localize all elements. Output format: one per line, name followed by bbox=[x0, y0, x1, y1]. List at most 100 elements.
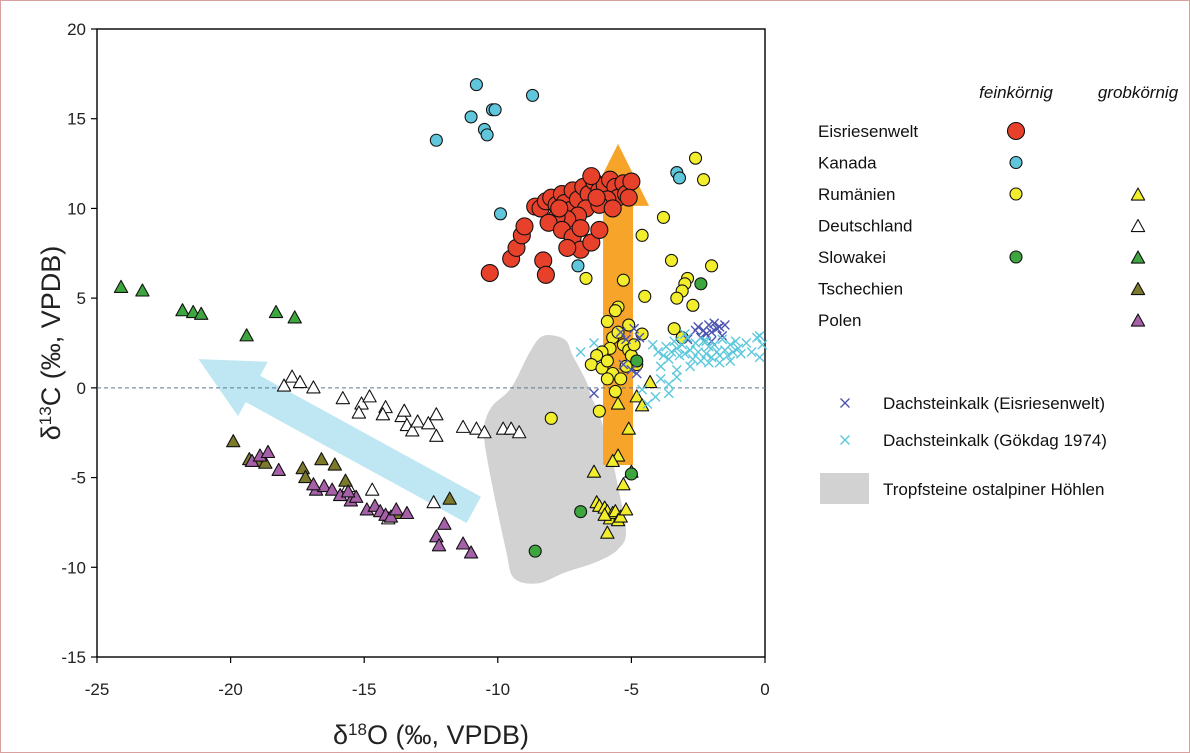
point-kanada bbox=[672, 171, 687, 185]
point-dachsteinkalk-eisriesenwelt bbox=[709, 318, 720, 329]
point-rumänien-grobkörnig bbox=[618, 502, 634, 516]
point-deutschland bbox=[477, 425, 492, 439]
point-rumänien-grobkörnig bbox=[642, 374, 658, 389]
point-tschechien bbox=[327, 457, 343, 471]
point-rumänien-feinkörnig bbox=[579, 271, 593, 285]
x-tick-label: -5 bbox=[624, 680, 639, 699]
point-rumänien-feinkörnig bbox=[600, 354, 614, 368]
point-dachsteinkalk-gökdag-1974 bbox=[669, 336, 680, 347]
point-dachsteinkalk-eisriesenwelt bbox=[701, 329, 712, 340]
point-slowakei-grobkörnig bbox=[113, 279, 129, 293]
point-slowakei-feinkörnig bbox=[528, 544, 542, 558]
point-dachsteinkalk-gökdag-1974 bbox=[655, 361, 666, 372]
point-deutschland bbox=[306, 380, 321, 394]
point-polen bbox=[429, 529, 444, 543]
x-axis-title: δ18O (‰, VPDB) bbox=[333, 720, 529, 751]
point-kanada bbox=[464, 110, 478, 124]
point-dachsteinkalk-gökdag-1974 bbox=[687, 354, 698, 365]
point-rumänien-grobkörnig bbox=[634, 398, 650, 412]
point-eisriesenwelt bbox=[587, 188, 606, 207]
point-dachsteinkalk-gökdag-1974 bbox=[588, 338, 599, 348]
point-dachsteinkalk-gökdag-1974 bbox=[679, 329, 690, 340]
point-dachsteinkalk-eisriesenwelt bbox=[703, 320, 714, 331]
point-eisriesenwelt bbox=[590, 220, 609, 240]
legend-label: Tschechien bbox=[818, 280, 903, 299]
legend-marker-cross bbox=[840, 435, 850, 445]
point-polen bbox=[399, 505, 415, 520]
legend-marker-coarse bbox=[1130, 313, 1146, 327]
point-rumänien-feinkörnig bbox=[670, 291, 684, 305]
point-eisriesenwelt bbox=[571, 219, 590, 238]
plot-area bbox=[96, 28, 766, 658]
point-eisriesenwelt bbox=[558, 238, 577, 257]
x-tick-label: -15 bbox=[352, 680, 377, 699]
point-rumänien-grobkörnig bbox=[597, 507, 612, 521]
legend-label: Deutschland bbox=[818, 217, 913, 236]
point-rumänien-feinkörnig bbox=[614, 372, 628, 386]
point-rumänien-feinkörnig bbox=[611, 325, 625, 339]
point-dachsteinkalk-gökdag-1974 bbox=[754, 352, 765, 363]
point-dachsteinkalk-eisriesenwelt bbox=[626, 364, 637, 375]
point-dachsteinkalk-gökdag-1974 bbox=[575, 346, 586, 357]
point-dachsteinkalk-gökdag-1974 bbox=[727, 346, 738, 357]
tick-layer: -25 -20 -15 -10 -5 0 -15 -10 -5 0 5 10 15 20 bbox=[61, 20, 769, 699]
point-slowakei-feinkörnig bbox=[694, 277, 708, 291]
point-eisriesenwelt bbox=[582, 167, 601, 186]
point-polen bbox=[389, 502, 404, 516]
point-dachsteinkalk-gökdag-1974 bbox=[663, 354, 674, 365]
y-tick-label: -15 bbox=[61, 648, 86, 667]
point-dachsteinkalk-gökdag-1974 bbox=[685, 345, 696, 356]
point-rumänien-grobkörnig bbox=[613, 509, 628, 523]
point-eisriesenwelt bbox=[619, 188, 638, 207]
point-deutschland bbox=[375, 407, 391, 421]
point-dachsteinkalk-gökdag-1974 bbox=[725, 339, 736, 350]
legend: feinkörnig grobkörnig Eisriesenwelt Kanada R… bbox=[818, 83, 1179, 504]
point-rumänien-feinkörnig bbox=[608, 384, 622, 398]
point-dachsteinkalk-gökdag-1974 bbox=[703, 357, 714, 368]
point-kanada bbox=[525, 88, 540, 102]
point-deutschland bbox=[469, 421, 484, 435]
point-dachsteinkalk-gökdag-1974 bbox=[658, 350, 669, 361]
legend-label: Kanada bbox=[818, 154, 877, 173]
point-dachsteinkalk-gökdag-1974 bbox=[655, 373, 666, 384]
point-dachsteinkalk-gökdag-1974 bbox=[714, 357, 725, 368]
point-dachsteinkalk-gökdag-1974 bbox=[642, 399, 653, 410]
y-tick-label: 20 bbox=[67, 20, 86, 39]
point-kanada bbox=[488, 103, 502, 117]
legend-label: Polen bbox=[818, 311, 861, 330]
point-slowakei-grobkörnig bbox=[194, 306, 209, 320]
point-dachsteinkalk-gökdag-1974 bbox=[653, 346, 664, 357]
point-dachsteinkalk-gökdag-1974 bbox=[722, 350, 733, 361]
point-polen bbox=[455, 536, 471, 550]
point-polen bbox=[463, 545, 479, 559]
point-dachsteinkalk-gökdag-1974 bbox=[650, 391, 661, 402]
legend-label: Slowakei bbox=[818, 248, 886, 267]
point-deutschland bbox=[362, 389, 377, 403]
point-deutschland bbox=[405, 423, 420, 437]
point-slowakei-feinkörnig bbox=[630, 354, 644, 368]
x-tick-label: 0 bbox=[760, 680, 769, 699]
point-dachsteinkalk-gökdag-1974 bbox=[647, 339, 658, 350]
point-rumänien-grobkörnig bbox=[616, 477, 631, 491]
point-tschechien bbox=[258, 455, 273, 469]
point-tschechien bbox=[338, 473, 353, 487]
legend-marker-coarse bbox=[1130, 281, 1146, 296]
point-dachsteinkalk-eisriesenwelt bbox=[719, 320, 730, 331]
point-polen bbox=[340, 484, 356, 498]
point-rumänien-grobkörnig bbox=[586, 464, 602, 478]
point-deutschland bbox=[292, 374, 308, 389]
point-dachsteinkalk-eisriesenwelt bbox=[588, 388, 599, 399]
point-dachsteinkalk-eisriesenwelt bbox=[618, 359, 629, 370]
point-rumänien-feinkörnig bbox=[622, 318, 636, 332]
point-dachsteinkalk-gökdag-1974 bbox=[671, 372, 682, 383]
point-dachsteinkalk-gökdag-1974 bbox=[685, 361, 696, 372]
point-dachsteinkalk-gökdag-1974 bbox=[735, 348, 746, 359]
y-tick-label: 15 bbox=[67, 110, 86, 129]
point-deutschland bbox=[284, 369, 300, 383]
point-slowakei-grobkörnig bbox=[175, 303, 190, 317]
point-eisriesenwelt bbox=[536, 265, 555, 284]
legend-label: Tropfsteine ostalpiner Höhlen bbox=[883, 480, 1104, 499]
point-eisriesenwelt bbox=[515, 217, 534, 236]
point-dachsteinkalk-gökdag-1974 bbox=[754, 330, 765, 341]
